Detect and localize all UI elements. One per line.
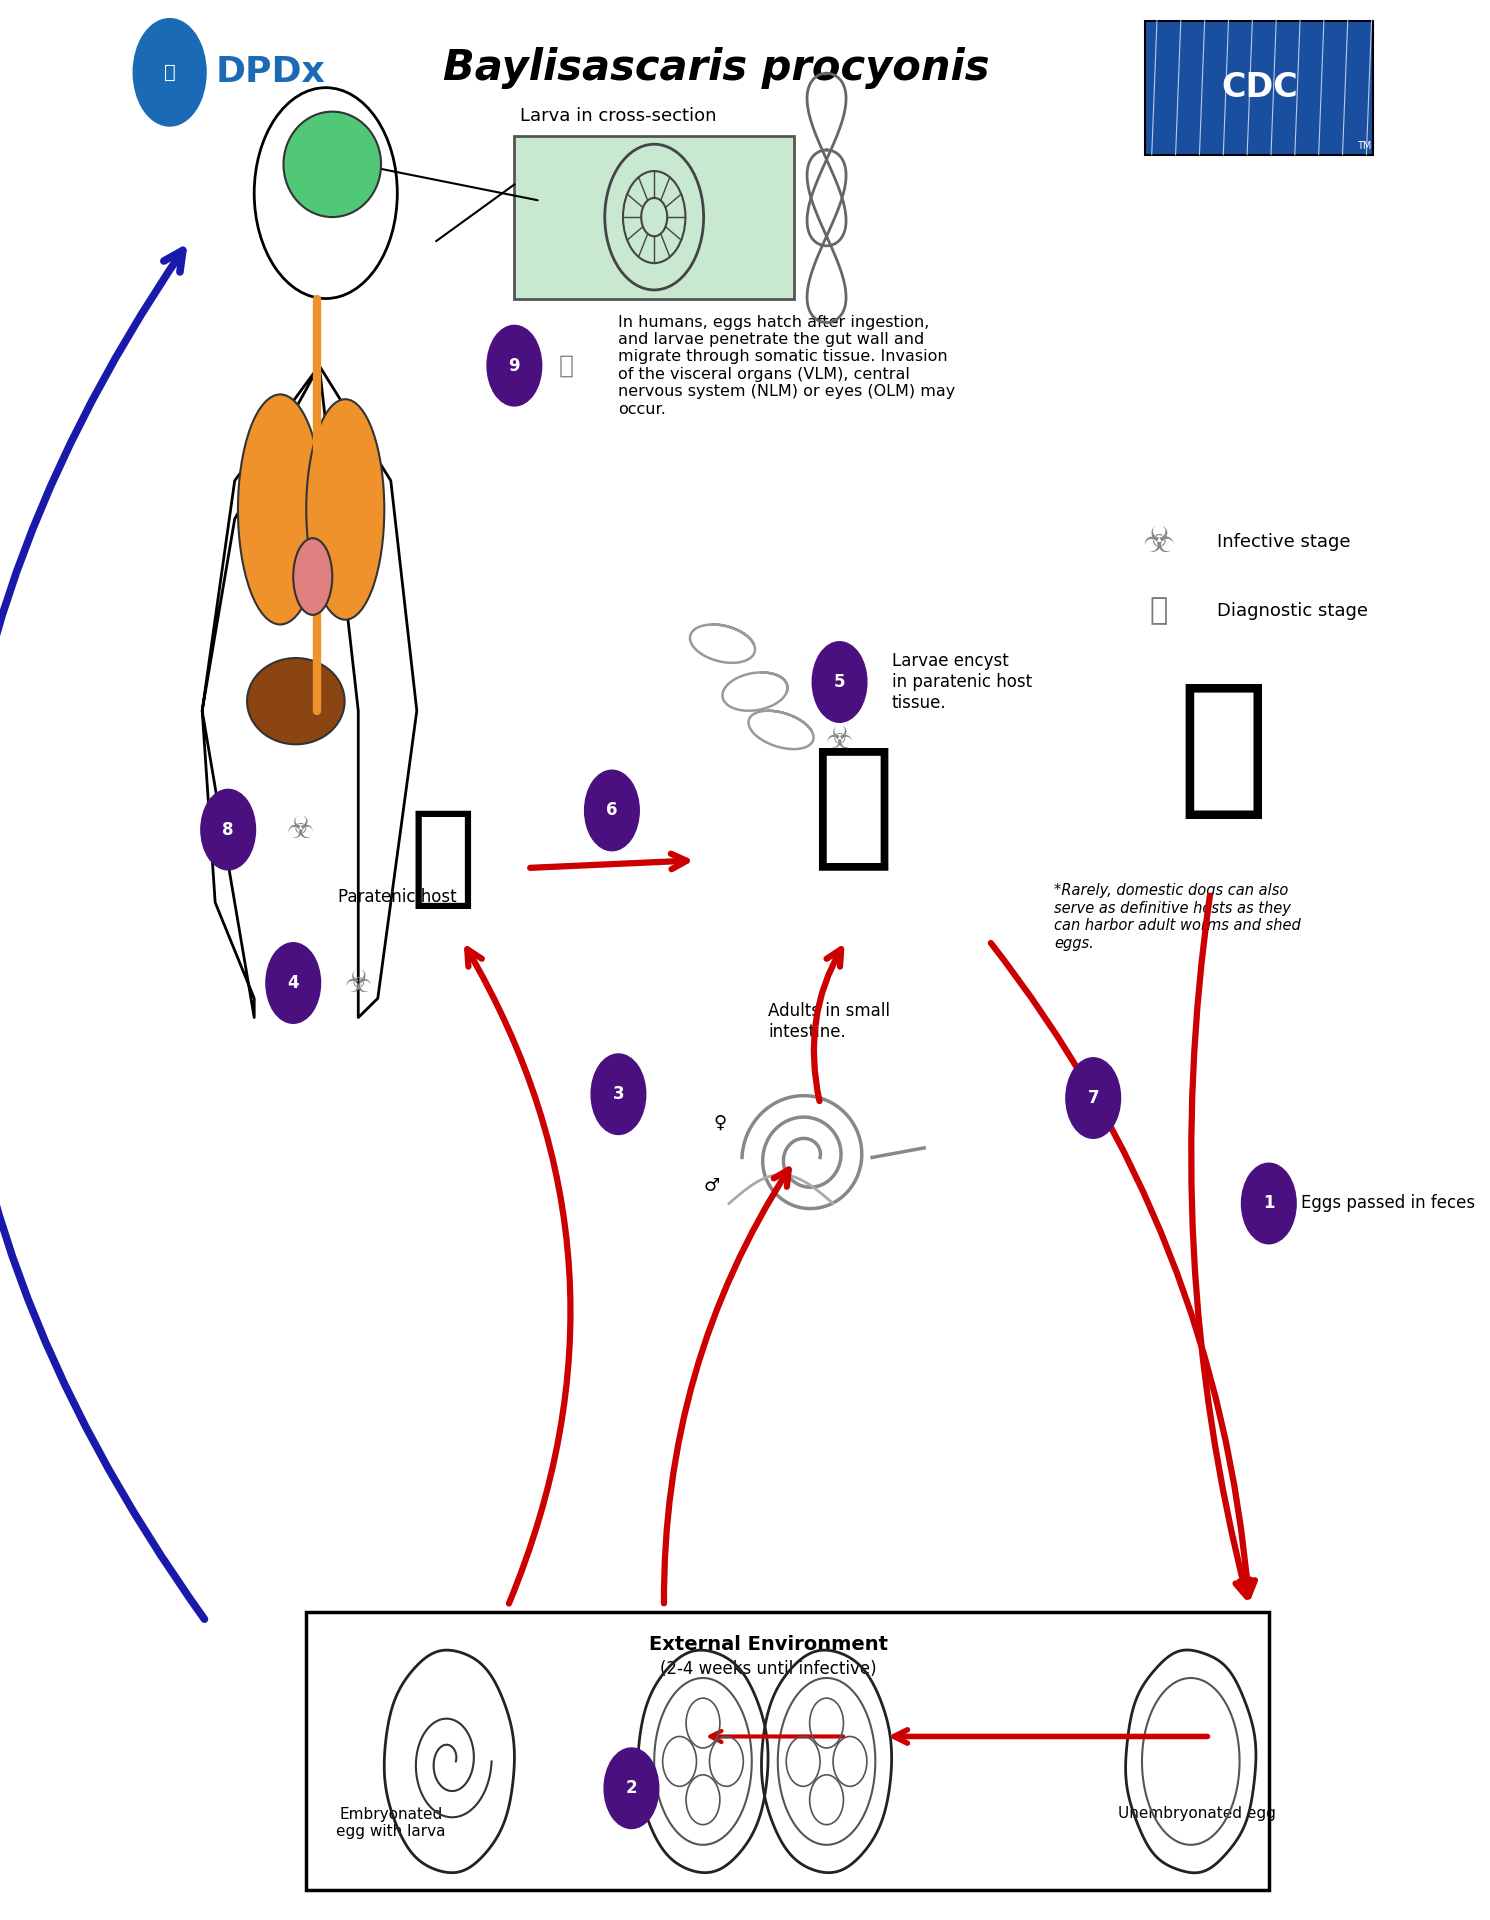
Circle shape [592,1054,645,1135]
Text: Infective stage: Infective stage [1217,534,1350,551]
Text: TM: TM [1356,140,1371,152]
Text: 2: 2 [626,1780,638,1797]
FancyArrowPatch shape [991,943,1255,1596]
Text: *Rarely, domestic dogs can also
serve as definitive hosts as they
can harbor adu: *Rarely, domestic dogs can also serve as… [1055,883,1301,950]
Text: 8: 8 [222,820,234,839]
FancyArrowPatch shape [1191,895,1250,1597]
Text: External Environment: External Environment [648,1636,888,1653]
Text: Unembryonated egg: Unembryonated egg [1119,1805,1277,1820]
Circle shape [603,1747,659,1828]
Text: 4: 4 [288,973,299,993]
Text: ☣: ☣ [1141,524,1174,559]
Text: 1: 1 [1264,1194,1274,1213]
Text: ☣: ☣ [286,816,313,845]
Circle shape [487,324,542,405]
Text: Adults in small
intestine.: Adults in small intestine. [767,1002,890,1041]
Text: Larva in cross-section: Larva in cross-section [520,108,717,125]
FancyArrowPatch shape [894,1730,1207,1743]
Text: 🦝: 🦝 [811,739,894,874]
Text: Paratenic host: Paratenic host [338,887,456,906]
Text: 7: 7 [1088,1089,1100,1108]
Ellipse shape [294,538,332,614]
Circle shape [1241,1164,1296,1244]
FancyArrowPatch shape [665,1169,788,1603]
Text: 5: 5 [834,674,845,691]
Text: In humans, eggs hatch after ingestion,
and larvae penetrate the gut wall and
mig: In humans, eggs hatch after ingestion, a… [618,315,955,417]
Text: Baylisascaris procyonis: Baylisascaris procyonis [443,48,989,90]
Ellipse shape [283,111,381,217]
Text: CDC: CDC [1222,71,1298,104]
Circle shape [265,943,320,1023]
Text: Eggs passed in feces: Eggs passed in feces [1301,1194,1475,1213]
Circle shape [1065,1058,1120,1139]
Circle shape [201,789,255,870]
Text: 🔬: 🔬 [559,353,574,378]
Text: DPDx: DPDx [215,56,325,90]
FancyArrowPatch shape [468,948,571,1603]
Text: 9: 9 [508,357,520,374]
Text: Embryonated
egg with larva: Embryonated egg with larva [337,1807,446,1839]
FancyArrowPatch shape [711,1732,843,1741]
Text: 🐕: 🐕 [1177,674,1269,824]
FancyBboxPatch shape [514,136,794,298]
Ellipse shape [238,394,322,624]
Text: Larvae encyst
in paratenic host
tissue.: Larvae encyst in paratenic host tissue. [891,653,1031,712]
Text: ☣: ☣ [344,968,372,998]
FancyArrowPatch shape [530,854,687,870]
Circle shape [133,19,206,127]
FancyBboxPatch shape [1146,21,1372,156]
Text: 🔬: 🔬 [164,63,176,83]
Text: 🔬: 🔬 [1149,597,1167,626]
FancyBboxPatch shape [307,1613,1269,1889]
Text: Diagnostic stage: Diagnostic stage [1217,603,1368,620]
Text: ☣: ☣ [825,726,854,755]
Ellipse shape [247,659,344,745]
Text: (2-4 weeks until infective): (2-4 weeks until infective) [660,1661,876,1678]
Text: ♀: ♀ [714,1114,727,1133]
FancyArrowPatch shape [814,948,842,1100]
Text: ♂: ♂ [703,1177,720,1196]
Text: 6: 6 [606,801,618,820]
Ellipse shape [307,399,384,620]
Text: 3: 3 [612,1085,624,1104]
Circle shape [584,770,639,851]
Text: 🐀: 🐀 [410,804,477,912]
Circle shape [812,641,867,722]
